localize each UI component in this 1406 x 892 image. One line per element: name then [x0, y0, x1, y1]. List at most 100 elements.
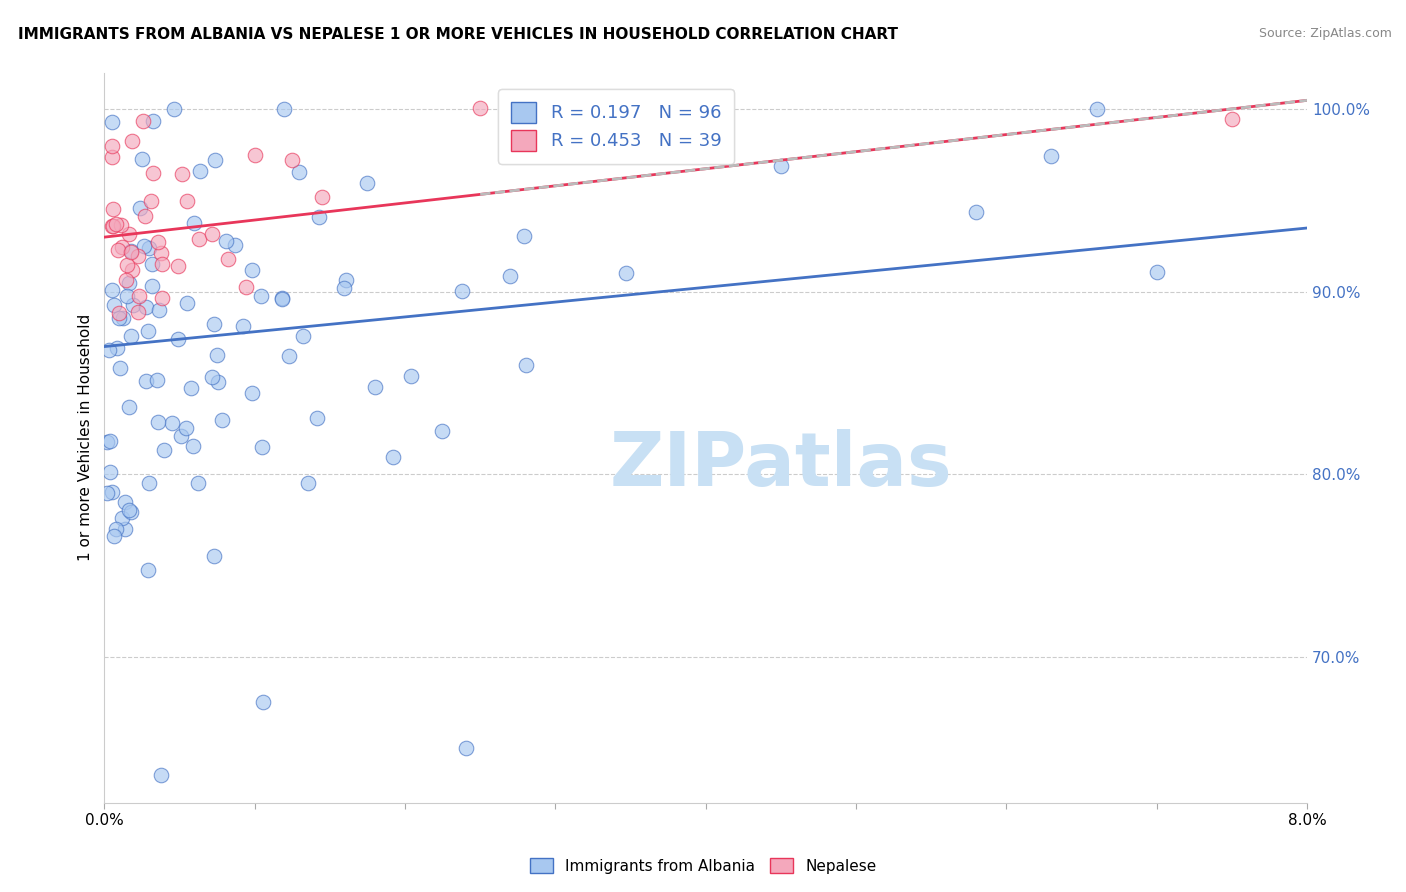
Point	[245, 148, 267, 162]
Point	[103, 297, 125, 311]
Point	[513, 228, 536, 243]
Point	[122, 298, 145, 312]
Point	[120, 505, 142, 519]
Point	[270, 293, 292, 307]
Point	[117, 227, 139, 242]
Point	[188, 164, 211, 178]
Point	[101, 115, 124, 129]
Point	[364, 380, 387, 394]
Point	[149, 768, 172, 782]
Point	[128, 288, 150, 302]
Point	[166, 332, 188, 346]
Point	[1146, 265, 1168, 279]
Point	[111, 239, 134, 253]
Point	[141, 194, 163, 208]
Point	[769, 159, 792, 173]
Point	[115, 273, 138, 287]
Legend: R = 0.197   N = 96, R = 0.453   N = 39: R = 0.197 N = 96, R = 0.453 N = 39	[498, 89, 734, 163]
Point	[217, 252, 239, 266]
Point	[136, 324, 159, 338]
Point	[103, 202, 125, 216]
Point	[127, 305, 149, 319]
Point	[162, 416, 184, 430]
Point	[201, 369, 224, 384]
Point	[120, 244, 142, 259]
Point	[470, 101, 492, 115]
Point	[108, 306, 131, 320]
Point	[100, 485, 122, 500]
Point	[108, 310, 131, 325]
Point	[180, 381, 202, 395]
Point	[170, 429, 193, 443]
Point	[148, 303, 170, 318]
Point	[205, 348, 228, 362]
Point	[101, 219, 124, 233]
Point	[120, 329, 142, 343]
Point	[146, 415, 169, 429]
Point	[250, 289, 273, 303]
Point	[101, 283, 124, 297]
Point	[174, 421, 197, 435]
Point	[215, 234, 238, 248]
Point	[103, 529, 125, 543]
Legend: Immigrants from Albania, Nepalese: Immigrants from Albania, Nepalese	[523, 852, 883, 880]
Point	[183, 216, 205, 230]
Point	[101, 219, 124, 233]
Point	[399, 369, 422, 384]
Point	[163, 103, 186, 117]
Point	[166, 260, 188, 274]
Point	[110, 218, 132, 232]
Text: Source: ZipAtlas.com: Source: ZipAtlas.com	[1258, 27, 1392, 40]
Point	[250, 440, 273, 454]
Point	[1085, 103, 1108, 117]
Point	[115, 289, 138, 303]
Point	[138, 241, 160, 255]
Point	[188, 232, 211, 246]
Point	[132, 239, 155, 253]
Point	[101, 139, 124, 153]
Point	[1220, 112, 1243, 126]
Point	[204, 153, 226, 168]
Point	[202, 317, 225, 331]
Point	[142, 113, 165, 128]
Point	[108, 360, 131, 375]
Point	[111, 511, 134, 525]
Point	[150, 257, 173, 271]
Point	[118, 503, 141, 517]
Point	[311, 190, 333, 204]
Point	[105, 342, 128, 356]
Text: ZIPatlas: ZIPatlas	[610, 429, 952, 501]
Point	[118, 277, 141, 291]
Point	[142, 166, 165, 180]
Point	[242, 386, 264, 401]
Point	[114, 522, 136, 536]
Point	[965, 204, 987, 219]
Point	[135, 301, 157, 315]
Point	[127, 249, 149, 263]
Point	[240, 263, 263, 277]
Point	[252, 695, 274, 709]
Point	[150, 246, 173, 260]
Point	[187, 476, 209, 491]
Point	[451, 284, 474, 298]
Point	[96, 486, 118, 500]
Point	[141, 278, 163, 293]
Point	[138, 476, 160, 491]
Point	[382, 450, 405, 464]
Point	[129, 201, 152, 215]
Point	[98, 434, 121, 449]
Point	[114, 494, 136, 508]
Point	[288, 165, 311, 179]
Point	[271, 291, 294, 305]
Point	[121, 263, 143, 277]
Point	[135, 374, 157, 388]
Point	[356, 177, 378, 191]
Point	[111, 310, 134, 325]
Y-axis label: 1 or more Vehicles in Household: 1 or more Vehicles in Household	[79, 314, 93, 561]
Point	[211, 412, 233, 426]
Point	[117, 400, 139, 414]
Point	[104, 218, 127, 232]
Point	[176, 194, 198, 208]
Point	[278, 349, 301, 363]
Point	[101, 150, 124, 164]
